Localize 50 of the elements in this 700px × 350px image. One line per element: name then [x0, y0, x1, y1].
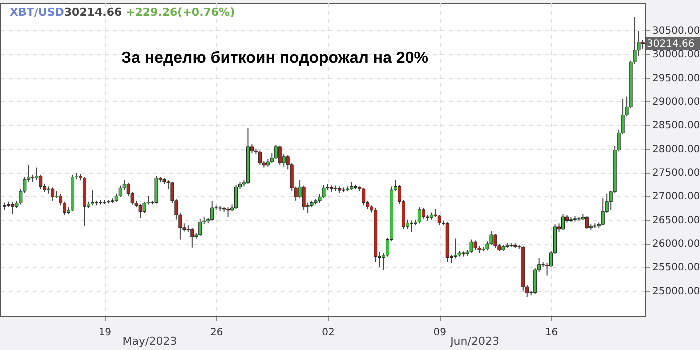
y-tick-label: 26500.00 [652, 215, 700, 226]
x-tick-label: 26 [210, 328, 224, 338]
x-tick-label: 09 [434, 328, 447, 338]
candlestick [585, 216, 589, 230]
annotation: XBT/USD [10, 6, 64, 19]
candlestick [362, 188, 366, 206]
y-tick-label: 29000.00 [652, 96, 700, 108]
x-tick-label: 16 [545, 328, 558, 338]
candlestick [438, 214, 442, 226]
y-tick-label: 27500.00 [652, 168, 700, 180]
y-tick-label: 26000.00 [652, 239, 700, 250]
candlestick [51, 187, 55, 202]
candlestick [198, 218, 202, 237]
y-tick-label: 28000.00 [652, 144, 700, 156]
y-tick-label: 30000.00 [652, 50, 700, 61]
x-tick-label: 02 [322, 328, 335, 338]
y-tick-label: 28500.00 [652, 120, 700, 132]
text: May/2023 [122, 335, 178, 348]
y-tick-label: 29500.00 [652, 73, 700, 84]
y-tick-label: 27000.00 [652, 192, 700, 203]
candlestick [418, 207, 422, 224]
candlestick [11, 202, 15, 215]
candlestick [534, 268, 538, 295]
candlestick [274, 144, 278, 160]
candlestick [278, 146, 282, 166]
candlestick [562, 214, 566, 231]
text: За неделю биткоин подорожал на 20% [122, 50, 428, 67]
annotation: 30214.66 [64, 6, 122, 19]
annotation: +229.26(+0.76%) [126, 6, 236, 19]
candlestick [190, 227, 194, 248]
x-tick-label: 19 [98, 328, 112, 338]
candlestick [226, 207, 230, 218]
y-tick-label: 25500.00 [652, 262, 700, 274]
candlestick [422, 208, 426, 220]
candlestick [258, 150, 262, 166]
text: Jun/2023 [450, 335, 500, 348]
candlestick [410, 220, 414, 233]
candlestick [494, 234, 498, 249]
candlestick [601, 198, 605, 226]
candlestick [234, 184, 238, 210]
candlestick [470, 239, 474, 254]
y-tick-label: 30500.00 [652, 26, 700, 37]
candlestick [90, 190, 94, 206]
candlestick [210, 200, 214, 222]
candlestick [474, 240, 478, 251]
annotation: 30214.66 [647, 38, 695, 50]
y-tick-label: 25000.00 [652, 286, 700, 298]
candlestick [138, 204, 142, 218]
candlestick [322, 184, 326, 200]
candlestick [454, 238, 458, 260]
